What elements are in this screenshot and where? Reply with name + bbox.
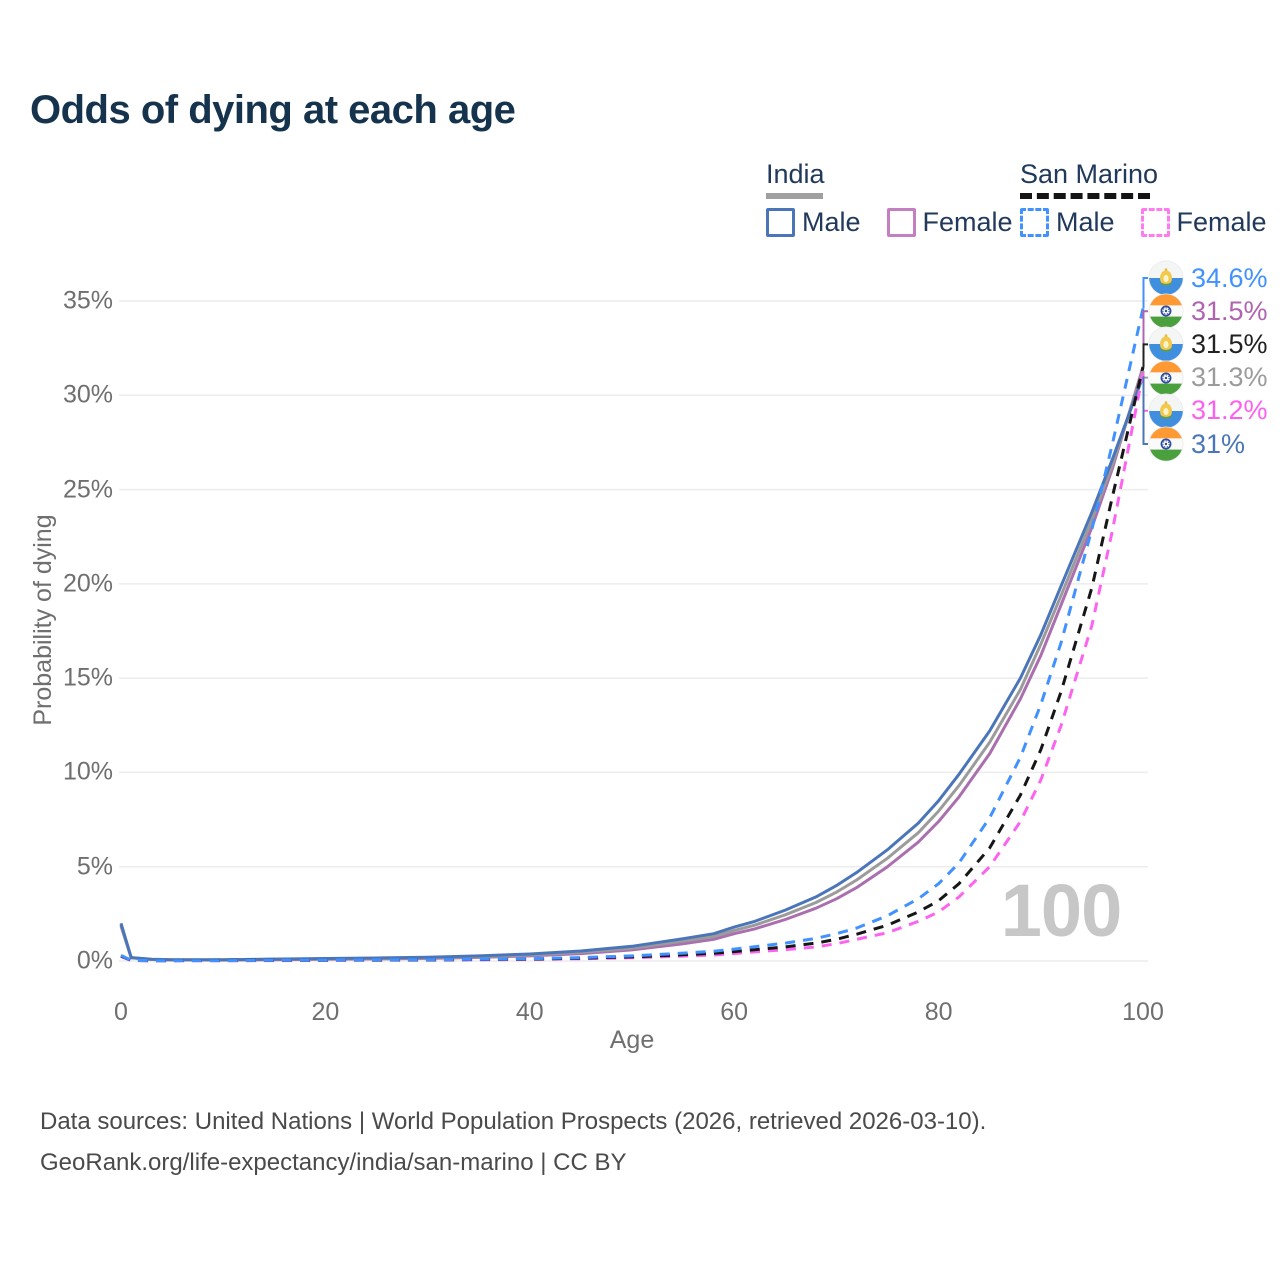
page-title: Odds of dying at each age bbox=[30, 88, 516, 132]
end-value-label: 31.5% bbox=[1191, 295, 1268, 326]
india-flag-icon bbox=[1148, 360, 1184, 396]
line-chart-canvas[interactable] bbox=[0, 0, 1280, 1080]
legend-label: Female bbox=[922, 206, 1013, 237]
end-label-san-marino-male: 34.6% bbox=[1148, 260, 1268, 296]
end-label-san-marino-total: 31.5% bbox=[1148, 326, 1268, 362]
india-solid-line-swatch bbox=[766, 192, 823, 199]
san-marino-flag-icon bbox=[1148, 326, 1184, 362]
gridlines bbox=[119, 300, 1148, 962]
end-label-san-marino-female: 31.2% bbox=[1148, 393, 1268, 429]
legend-san-marino-title: San Marino bbox=[1020, 159, 1159, 189]
legend-label: Female bbox=[1176, 206, 1267, 237]
x-tick-label: 40 bbox=[515, 998, 544, 1026]
x-axis-title: Age bbox=[609, 1026, 655, 1054]
y-tick-label: 25% bbox=[62, 475, 113, 504]
india-female-checkbox[interactable] bbox=[886, 207, 916, 237]
san-marino-dashed-line-swatch bbox=[1020, 192, 1150, 199]
x-tick-label: 80 bbox=[924, 998, 953, 1026]
series-line-san-marino-total[interactable] bbox=[120, 366, 1145, 963]
y-axis-title: Probability of dying bbox=[29, 514, 57, 726]
series-line-india-female[interactable] bbox=[119, 366, 1145, 962]
y-tick-label: 10% bbox=[62, 757, 113, 786]
end-value-label: 34.6% bbox=[1191, 262, 1268, 293]
y-tick-label: 35% bbox=[62, 286, 113, 315]
y-tick-label: 0% bbox=[76, 946, 113, 975]
end-label-india-male: 31% bbox=[1148, 426, 1245, 462]
end-label-india-female: 31.5% bbox=[1148, 293, 1268, 329]
y-tick-label: 5% bbox=[76, 852, 113, 881]
legend-item-india-female[interactable]: Female bbox=[886, 206, 1013, 238]
y-tick-label: 15% bbox=[62, 663, 113, 692]
series-line-san-marino-male[interactable] bbox=[120, 308, 1145, 963]
india-flag-icon bbox=[1148, 426, 1184, 462]
legend-group-india: India Male Female bbox=[766, 159, 1013, 238]
series-line-india-male[interactable] bbox=[119, 375, 1145, 962]
end-value-label: 31% bbox=[1191, 428, 1246, 459]
x-tick-label: 20 bbox=[311, 998, 340, 1026]
end-value-label: 31.5% bbox=[1191, 328, 1268, 359]
leader-line bbox=[1142, 343, 1148, 367]
leader-line bbox=[1142, 376, 1148, 445]
x-tick-label: 60 bbox=[720, 998, 749, 1026]
series-line-india-total[interactable] bbox=[119, 370, 1145, 962]
end-label-india-total: 31.3% bbox=[1148, 360, 1268, 396]
legend-item-san-marino-female[interactable]: Female bbox=[1140, 206, 1267, 238]
san-marino-flag-icon bbox=[1148, 260, 1184, 296]
end-label-leader-lines bbox=[1142, 277, 1148, 445]
hovered-age-watermark: 100 bbox=[1000, 869, 1122, 952]
end-value-label: 31.3% bbox=[1191, 362, 1268, 393]
x-tick-label: 0 bbox=[114, 998, 128, 1026]
data-sources-text: Data sources: United Nations | World Pop… bbox=[40, 1108, 987, 1135]
legend-label: Male bbox=[1056, 206, 1115, 237]
end-value-label: 31.2% bbox=[1191, 395, 1268, 426]
legend-item-india-male[interactable]: Male bbox=[766, 207, 861, 238]
legend-item-san-marino-male[interactable]: Male bbox=[1020, 207, 1115, 238]
india-male-checkbox[interactable] bbox=[766, 207, 795, 237]
attribution-link-text: GeoRank.org/life-expectancy/india/san-ma… bbox=[40, 1149, 627, 1176]
y-tick-label: 30% bbox=[62, 380, 113, 409]
legend-india-title: India bbox=[766, 159, 825, 189]
leader-line bbox=[1142, 277, 1148, 309]
san-marino-flag-icon bbox=[1148, 393, 1184, 429]
india-flag-icon bbox=[1148, 293, 1184, 329]
legend-group-san-marino: San Marino Male Female bbox=[1020, 159, 1267, 238]
san-marino-male-checkbox[interactable] bbox=[1020, 207, 1049, 237]
series-line-san-marino-female[interactable] bbox=[120, 372, 1145, 963]
legend-label: Male bbox=[802, 206, 861, 237]
y-tick-label: 20% bbox=[62, 569, 113, 598]
x-tick-label: 100 bbox=[1122, 998, 1164, 1026]
san-marino-female-checkbox[interactable] bbox=[1140, 207, 1170, 237]
